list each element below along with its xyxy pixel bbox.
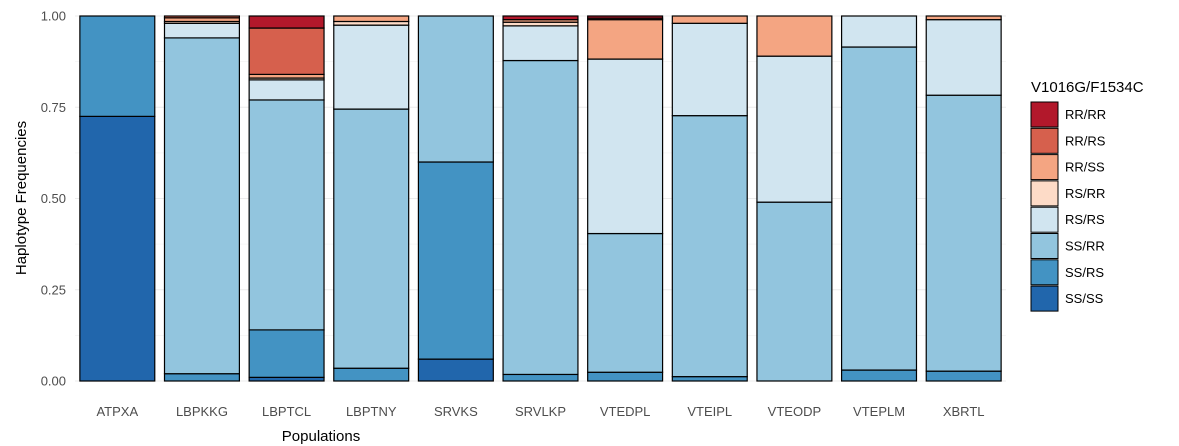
bar-segment-lbptny-ss-rs [333,367,410,382]
bar-segment-lbptcl-rr-rr [248,15,325,29]
x-tick-label-lbptny: LBPTNY [346,404,397,419]
bar-segment-xbrtl-ss-rs [925,370,1002,382]
bar-segment-xbrtl-ss-rr [925,94,1002,372]
legend-title: V1016G/F1534C [1031,79,1144,96]
legend-label-rr-rr: RR/RR [1065,107,1106,122]
bar-segment-vtedpl-rr-ss [587,19,664,60]
x-tick-label-vteipl: VTEIPL [687,404,732,419]
bar-segment-srvks-ss-rs [417,161,494,360]
x-tick-label-srvlkp: SRVLKP [515,404,566,419]
x-tick-label-vteplm: VTEPLM [853,404,905,419]
x-tick-label-vtedpl: VTEDPL [600,404,651,419]
bar-segment-lbptcl-ss-rs [248,329,325,378]
bar-segment-atpxa-ss-rs [79,15,156,117]
y-tick-label: 0.25 [41,282,66,297]
legend-key-rr-rs [1030,127,1059,154]
y-axis-title: Haplotype Frequencies [13,121,30,275]
bar-segment-lbpkkg-ss-rs [163,373,241,382]
legend: V1016G/F1534C RR/RR RR/RS RR/SS RS/RR RS/RS S… [1030,79,1144,312]
bar-segment-vteodp-rr-ss [756,15,833,57]
legend-label-rr-rs: RR/RS [1065,133,1106,148]
x-tick-label-srvks: SRVKS [434,404,478,419]
legend-key-rs-rr [1030,180,1059,207]
legend-key-ss-rr [1030,233,1059,259]
legend-label-rs-rr: RS/RR [1065,186,1105,201]
bar-segment-vtedpl-ss-rr [587,232,664,373]
x-axis-title: Populations [282,428,360,445]
y-tick-label: 0.75 [41,100,66,115]
bar-segment-vtedpl-rr-rr [587,15,664,19]
bar-segment-lbptcl-ss-rr [248,99,325,331]
x-tick-label-vteodp: VTEODP [768,404,821,419]
bar-segment-vtedpl-rs-rs [587,58,664,235]
bar-segment-atpxa-ss-ss [79,115,156,382]
y-axis-ticks: 0.00 0.25 0.50 0.75 1.00 [41,9,66,389]
bar-segment-lbpkkg-rr-rs [163,15,241,19]
bar-segment-srvks-ss-rr [417,15,494,163]
bar-segment-lbptcl-rs-rs [248,79,325,101]
x-tick-label-lbpkkg: LBPKKG [176,404,228,419]
bar-segment-vteipl-rs-rs [671,22,748,117]
bar-segment-vtedpl-ss-rs [587,371,664,382]
legend-label-ss-rr: SS/RR [1065,239,1105,254]
bar-segment-lbpkkg-ss-rr [163,37,241,375]
legend-label-rs-rs: RS/RS [1065,212,1105,227]
bar-segment-lbptny-rs-rs [333,24,410,110]
bar-segment-xbrtl-rr-ss [925,15,1002,21]
legend-key-rr-ss [1030,154,1059,181]
bar-segment-vteipl-rr-ss [671,15,748,24]
bar-segment-srvks-ss-ss [417,358,494,382]
legend-label-ss-ss: SS/SS [1065,291,1104,306]
bar-segment-xbrtl-rs-rs [925,19,1002,96]
y-tick-label: 1.00 [41,9,66,24]
bar-segment-lbptny-rr-ss [333,15,410,23]
bar-segment-srvlkp-rs-rs [502,25,579,62]
bar-segment-vteplm-ss-rr [840,46,918,371]
bar-segment-lbptcl-rr-rs [248,27,325,76]
y-tick-label: 0.50 [41,191,66,206]
x-tick-label-lbptcl: LBPTCL [262,404,311,419]
stacked-bars [79,15,1002,382]
bar-segment-vteodp-rs-rs [756,55,833,203]
x-tick-label-xbrtl: XBRTL [943,404,985,419]
bar-segment-srvlkp-ss-rs [502,373,579,382]
bar-segment-vteplm-ss-rs [840,369,918,382]
legend-key-ss-rs [1030,259,1059,286]
x-axis-ticks: ATPXA LBPKKG LBPTCL LBPTNY SRVKS SRVLKP VTEDPL… [96,404,984,419]
legend-key-rr-rr [1030,101,1059,128]
y-tick-label: 0.00 [41,374,66,389]
bar-segment-lbptny-ss-rr [333,108,410,369]
x-tick-label-atpxa: ATPXA [96,404,138,419]
bar-segment-vteipl-ss-rs [671,376,748,382]
legend-key-ss-ss [1030,285,1059,312]
legend-label-rr-ss: RR/SS [1065,160,1105,175]
bar-segment-lbpkkg-rs-rs [163,22,241,39]
legend-label-ss-rs: SS/RS [1065,265,1104,280]
bar-segment-vteplm-rs-rs [840,15,918,48]
bar-segment-srvlkp-rr-rr [502,15,579,21]
bar-segment-vteipl-ss-rr [671,115,748,378]
bar-segment-vteodp-ss-rr [756,201,833,382]
bar-segment-srvlkp-ss-rr [502,59,579,376]
legend-key-rs-rs [1030,206,1059,233]
